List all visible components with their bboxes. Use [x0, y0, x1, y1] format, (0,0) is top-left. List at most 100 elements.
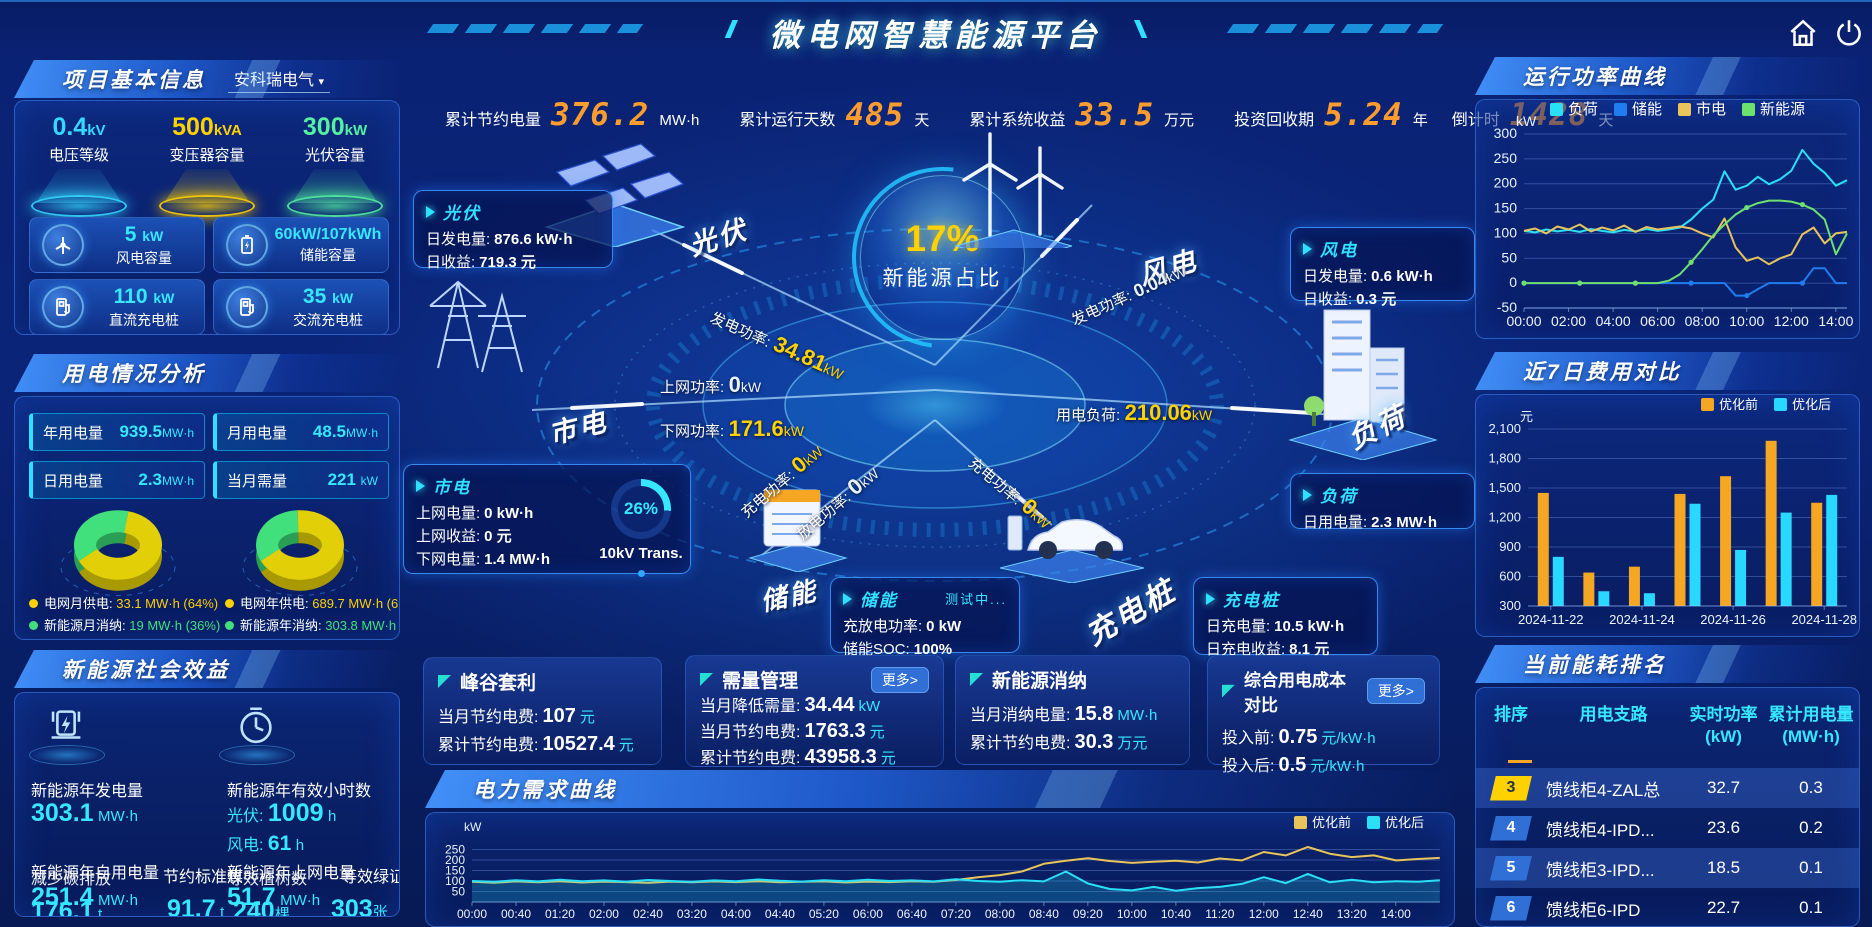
company-select[interactable]: 安科瑞电气 ▾: [228, 66, 330, 93]
donut-slice: [256, 510, 300, 562]
benefit-panel: 新能源年发电量 303.1 MW·h 新能源年有效小时数 光伏: 1009 h …: [14, 692, 400, 917]
benefit-carbon-value: 176.1 t: [31, 897, 103, 917]
arrow-right-icon: [843, 592, 852, 605]
优化前-bar: [1720, 476, 1732, 606]
ev-charger-illustration: [1000, 515, 1145, 583]
legend-label: 负荷: [1568, 101, 1598, 118]
y-tick-label: 300: [1494, 125, 1518, 141]
page-title: 微电网智慧能源平台: [769, 18, 1103, 53]
panel-corner-icon: [1477, 645, 1497, 657]
cost-more-button[interactable]: 更多>: [1366, 678, 1425, 704]
x-tick-label: 08:40: [1029, 907, 1059, 921]
legend-swatch: [1614, 103, 1627, 116]
y-tick-label: 1,500: [1488, 480, 1521, 495]
benefit-panel-title: 新能源社会效益: [62, 659, 230, 682]
储能-series-line: [1524, 267, 1847, 297]
y-tick-label: 50: [1501, 249, 1517, 265]
优化前-bar: [1811, 502, 1823, 606]
cost-panel-header: 近7日费用对比: [1475, 352, 1860, 390]
demand-more-button[interactable]: 更多>: [870, 666, 929, 693]
storage-status: 测试中...: [945, 592, 1007, 607]
优化前-bar: [1583, 572, 1595, 606]
podium-pv: 300kW 光伏容量: [274, 113, 396, 217]
市电-series-line: [1523, 217, 1848, 266]
kpi-payback: 投资回收期 5.24 年: [1234, 97, 1428, 133]
stat-day-usage: 日用电量 2.3MW·h: [29, 461, 205, 499]
cost-panel-title: 近7日费用对比: [1523, 361, 1682, 384]
legend-swatch: [1367, 816, 1380, 829]
chart-legend[interactable]: 优化前 优化后: [1294, 815, 1424, 830]
benefit-certs-value: 303张: [331, 895, 388, 917]
x-tick-label: 03:20: [677, 907, 707, 921]
x-tick-label: 12:40: [1293, 907, 1323, 921]
y-tick-label: 1,200: [1488, 510, 1521, 525]
优化后-bar: [1780, 512, 1792, 606]
card-renewable-consumption: 新能源消纳 当月消纳电量: 15.8 MW·h 累计节约电费: 30.3 万元: [955, 655, 1190, 765]
优化后-area: [472, 871, 1440, 902]
ranking-header-underline: [1508, 760, 1532, 763]
legend-dot: [225, 599, 234, 608]
arrow-right-icon: [426, 205, 435, 218]
优化后-bar: [1689, 503, 1701, 606]
grid-info-box: 市电 上网电量: 0 kW·h 上网收益: 0 元 下网电量: 1.4 MW·h 26…: [403, 464, 691, 577]
podium-transformer: 500kVA 变压器容量: [146, 113, 268, 217]
ranking-panel: 排序 用电支路 实时功率 (kW) 累计用电量 (MW·h) 3 馈线柜4-ZAL总…: [1475, 687, 1860, 927]
x-tick-label: 06:00: [853, 907, 883, 921]
负荷-series-line: [1523, 148, 1848, 234]
rank-badge: 6: [1490, 895, 1532, 921]
donut-slice: [74, 510, 129, 562]
legend-item: 新能源月消纳: 19 MW·h (36%): [29, 615, 220, 634]
demand-panel-header: 电力需求曲线: [425, 770, 1455, 808]
x-tick-label: 08:00: [985, 907, 1015, 921]
y-tick-label: 200: [445, 853, 465, 867]
x-tick-label: 06:40: [897, 907, 927, 921]
spoke-from-grid-power: 下网功率: 171.6kW: [660, 416, 804, 441]
legend-swatch: [1678, 103, 1691, 116]
project-panel-header: 项目基本信息 安科瑞电气 ▾: [14, 60, 400, 98]
data-point: [1632, 280, 1638, 286]
runpower-panel-header: 运行功率曲线: [1475, 57, 1860, 95]
demand-panel: 50 100 150 200 250 kW 00:00 00:40 01:20 02:00 02:4…: [425, 812, 1455, 927]
y-tick-label: 600: [1499, 569, 1521, 584]
table-row[interactable]: 3 馈线柜4-ZAL总 32.7 0.3: [1476, 768, 1859, 808]
legend-swatch: [1294, 816, 1307, 829]
chart-legend[interactable]: 优化前 优化后: [1701, 397, 1831, 412]
x-tick-label: 2024-11-24: [1609, 612, 1675, 627]
table-row[interactable]: 4 馈线柜4-IPD... 23.6 0.2: [1476, 808, 1859, 848]
donut-base-ring: [242, 538, 358, 596]
legend-label: 优化前: [1719, 397, 1758, 412]
y-tick-label: 50: [452, 885, 466, 899]
x-tick-label: 2024-11-26: [1700, 612, 1766, 627]
gauge-dot: [637, 570, 645, 577]
wind-turbine-icon: [42, 224, 84, 266]
chart-legend[interactable]: 负荷 储能 市电 新能源: [1550, 101, 1805, 118]
data-point: [1744, 292, 1750, 299]
x-tick-label: 2024-11-22: [1518, 612, 1584, 627]
x-tick-label: 02:40: [633, 907, 663, 921]
kpi-saved-energy: 累计节约电量 376.2 MW·h: [445, 97, 700, 133]
优化后-bar: [1598, 591, 1610, 606]
legend-dot: [29, 621, 38, 630]
x-tick-label: 06:00: [1640, 313, 1675, 329]
legend-dot: [225, 621, 234, 630]
power-icon[interactable]: [1832, 16, 1866, 50]
arrow-right-icon: [1303, 242, 1312, 255]
y-tick-label: 100: [445, 874, 465, 888]
benefit-self-value: 251.4 MW·h: [31, 883, 139, 911]
icon-glow: [29, 745, 105, 765]
tile-dc-charger: 110 kW 直流充电桩: [29, 279, 205, 334]
donut-slice: [78, 511, 162, 580]
y-axis-label: kW: [1516, 113, 1537, 129]
table-row[interactable]: 6 馈线柜6-IPD 22.7 0.1: [1476, 888, 1859, 926]
x-tick-label: 02:00: [1551, 313, 1586, 329]
table-row[interactable]: 5 馈线柜3-IPD... 18.5 0.1: [1476, 848, 1859, 888]
x-tick-label: 00:00: [457, 907, 487, 921]
ranking-table-header: 排序 用电支路 实时功率 (kW) 累计用电量 (MW·h): [1494, 705, 1854, 746]
ranking-panel-title: 当前能耗排名: [1523, 654, 1667, 677]
home-icon[interactable]: [1786, 16, 1820, 50]
year-supply-donut-chart: [242, 510, 358, 596]
card-corner-icon: [970, 673, 983, 686]
legend-label: 市电: [1696, 101, 1726, 118]
storage-info-box: 储能 测试中... 充放电功率: 0 kW 储能SOC: 100%: [830, 577, 1020, 658]
kpi-run-days: 累计运行天数 485 天: [739, 97, 930, 133]
